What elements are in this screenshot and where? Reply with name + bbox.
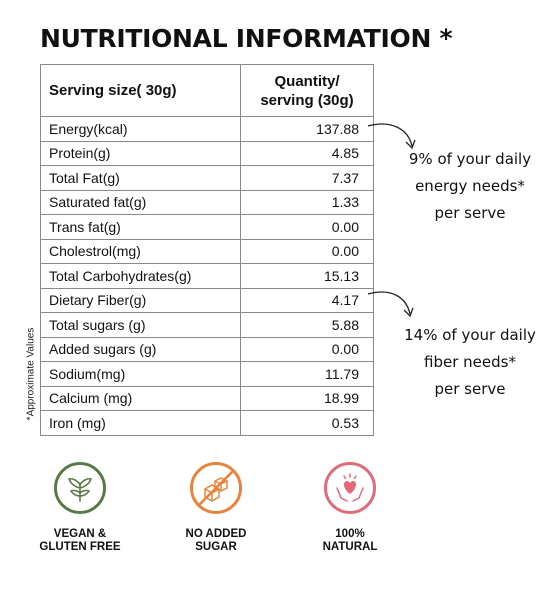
- nutrient-name: Iron (mg): [41, 411, 241, 435]
- page-title: NUTRITIONAL INFORMATION *: [40, 24, 453, 53]
- nutrient-value: 137.88: [316, 120, 359, 137]
- fiber-note-line1: 14% of your daily: [404, 326, 536, 344]
- table-header-row: Serving size( 30g) Quantity/ serving (30…: [41, 65, 373, 116]
- nutrient-name: Dietary Fiber(g): [41, 288, 241, 312]
- energy-note-line3: per serve: [434, 204, 506, 222]
- nutrition-table: Serving size( 30g) Quantity/ serving (30…: [40, 64, 374, 436]
- fiber-note-line2: fiber needs*: [424, 353, 516, 371]
- badge-label-line2: GLUTEN FREE: [39, 541, 121, 553]
- header-serving-size: Serving size( 30g): [41, 65, 241, 116]
- heart-in-hands-icon: [324, 462, 376, 514]
- table-row: Protein(g) 4.85: [41, 140, 373, 165]
- table-row: Total Fat(g) 7.37: [41, 165, 373, 190]
- table-row: Trans fat(g) 0.00: [41, 214, 373, 239]
- badge-label: 100% NATURAL: [290, 528, 410, 554]
- table-row: Total Carbohydrates(g) 15.13: [41, 263, 373, 288]
- energy-note-line1: 9% of your daily: [408, 150, 532, 168]
- nutrient-name: Added sugars (g): [41, 337, 241, 361]
- fiber-arrow-icon: [367, 291, 414, 318]
- table-row: Dietary Fiber(g) 4.17: [41, 287, 373, 312]
- nutrient-value: 4.17: [331, 292, 359, 309]
- badge-label-line1: NO ADDED: [185, 528, 247, 540]
- fiber-note-line3: per serve: [434, 380, 506, 398]
- badge-label-line1: 100%: [335, 528, 365, 540]
- nutrient-name: Sodium(mg): [41, 362, 241, 386]
- nutrient-value: 15.13: [323, 267, 359, 284]
- nutrient-name: Energy(kcal): [41, 117, 241, 141]
- nutrient-name: Calcium (mg): [41, 386, 241, 410]
- nutrient-name: Total sugars (g): [41, 313, 241, 337]
- badge-label-line2: NATURAL: [322, 541, 378, 553]
- badge-vegan-gluten-free: VEGAN & GLUTEN FREE: [20, 462, 140, 554]
- nutrient-value: 11.79: [325, 365, 359, 382]
- nutrient-name: Cholestrol(mg): [41, 239, 241, 263]
- nutrient-value: 5.88: [331, 316, 359, 333]
- badge-label: NO ADDED SUGAR: [156, 528, 276, 554]
- header-quantity-line1: Quantity/: [274, 72, 340, 90]
- table-row: Iron (mg) 0.53: [41, 410, 373, 435]
- badge-label: VEGAN & GLUTEN FREE: [20, 528, 140, 554]
- energy-arrow-icon: [367, 123, 416, 150]
- header-quantity-line2: serving (30g): [260, 91, 354, 109]
- header-quantity: Quantity/ serving (30g): [241, 65, 373, 116]
- nutrient-value: 0.00: [331, 243, 359, 260]
- nutrient-value: 0.00: [331, 218, 359, 235]
- table-row: Added sugars (g) 0.00: [41, 336, 373, 361]
- energy-needs-note: 9% of your daily energy needs* per serve: [395, 146, 545, 227]
- fiber-needs-note: 14% of your daily fiber needs* per serve: [395, 322, 545, 403]
- nutrient-value: 1.33: [331, 194, 359, 211]
- badge-label-line2: SUGAR: [195, 541, 237, 553]
- nutrient-name: Trans fat(g): [41, 215, 241, 239]
- table-row: Sodium(mg) 11.79: [41, 361, 373, 386]
- nutrient-name: Protein(g): [41, 141, 241, 165]
- table-row: Calcium (mg) 18.99: [41, 385, 373, 410]
- nutrient-value: 7.37: [331, 169, 359, 186]
- nutrient-name: Saturated fat(g): [41, 190, 241, 214]
- table-row: Energy(kcal) 137.88: [41, 116, 373, 141]
- nutrient-value: 18.99: [323, 390, 359, 407]
- no-sugar-cubes-icon: [190, 462, 242, 514]
- badge-no-added-sugar: NO ADDED SUGAR: [156, 462, 276, 554]
- nutrient-value: 0.00: [331, 341, 359, 358]
- badge-natural: 100% NATURAL: [290, 462, 410, 554]
- nutrient-name: Total Carbohydrates(g): [41, 264, 241, 288]
- table-row: Saturated fat(g) 1.33: [41, 189, 373, 214]
- energy-note-line2: energy needs*: [415, 177, 525, 195]
- vegan-plant-icon: [54, 462, 106, 514]
- approximate-values-note: *Approximate Values: [25, 327, 37, 421]
- nutrient-value: 4.85: [331, 145, 359, 162]
- nutrient-name: Total Fat(g): [41, 166, 241, 190]
- nutrient-value: 0.53: [331, 414, 359, 431]
- table-row: Total sugars (g) 5.88: [41, 312, 373, 337]
- badge-label-line1: VEGAN &: [53, 528, 107, 540]
- table-row: Cholestrol(mg) 0.00: [41, 238, 373, 263]
